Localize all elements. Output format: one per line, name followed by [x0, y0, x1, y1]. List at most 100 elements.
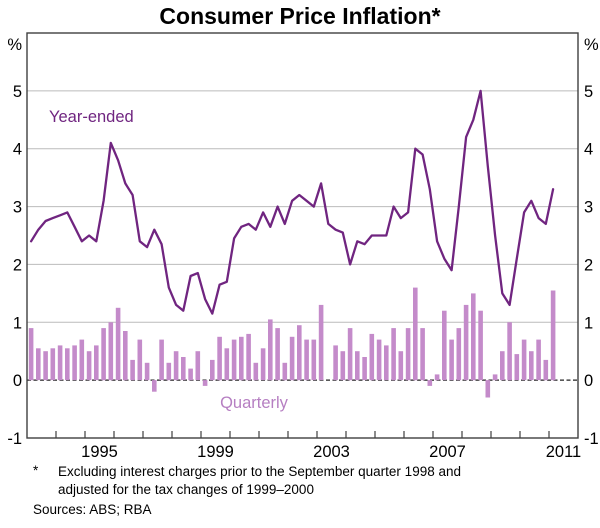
quarterly-bar — [123, 331, 128, 381]
quarterly-bar — [536, 339, 541, 381]
footnote: * Excluding interest charges prior to th… — [33, 463, 573, 499]
y-axis-label-right-4: 4 — [584, 141, 593, 159]
quarterly-bar — [405, 328, 411, 381]
quarterly-bar — [57, 345, 63, 381]
quarterly-bar — [420, 328, 425, 381]
quarterly-bar — [43, 351, 48, 381]
x-axis-label-2007: 2007 — [429, 443, 466, 461]
quarterly-bar — [202, 380, 208, 386]
quarterly-bar — [28, 328, 34, 381]
quarterly-bar — [173, 351, 179, 381]
quarterly-bar — [304, 339, 309, 381]
quarterly-bar — [463, 304, 469, 381]
y-axis-label-left-2: 2 — [13, 256, 22, 274]
x-axis-label-2003: 2003 — [313, 443, 350, 461]
y-axis-label-left-1: 1 — [13, 314, 22, 332]
quarterly-bar — [318, 304, 324, 381]
quarterly-bar — [246, 333, 251, 381]
quarterly-bar — [115, 307, 121, 381]
quarterly-bar — [94, 345, 99, 381]
quarterly-bar — [398, 351, 404, 381]
quarterly-bar — [297, 325, 302, 381]
quarterly-bar — [72, 345, 77, 381]
quarterly-bar — [166, 362, 172, 381]
quarterly-bar — [456, 328, 462, 381]
quarterly-bar — [137, 339, 143, 381]
quarterly-bar — [275, 328, 280, 381]
quarterly-bar — [478, 310, 483, 381]
quarterly-bar — [108, 322, 114, 381]
y-axis-label-left-3: 3 — [13, 199, 22, 217]
y-axis-unit-right: % — [584, 36, 599, 54]
quarterly-bar — [384, 345, 389, 381]
quarterly-bar — [210, 359, 215, 381]
quarterly-bar — [268, 319, 273, 381]
quarterly-bar — [521, 339, 527, 381]
quarterly-bar — [50, 348, 56, 381]
quarterly-bar — [195, 351, 201, 381]
quarterly-bar — [253, 362, 259, 381]
quarterly-bar — [231, 339, 237, 381]
quarterly-bar — [188, 368, 193, 381]
quarterly-bar — [130, 359, 135, 381]
quarterly-bar — [369, 333, 375, 381]
y-axis-label-right-1: 1 — [584, 314, 593, 332]
y-axis-label-right-3: 3 — [584, 199, 593, 217]
y-axis-label-right--1: -1 — [584, 430, 599, 448]
quarterly-bar — [101, 328, 106, 381]
quarterly-bar — [514, 354, 520, 381]
sources-note: Sources: ABS; RBA — [33, 502, 152, 517]
quarterly-bar — [355, 351, 360, 381]
quarterly-bar — [500, 351, 505, 381]
quarterly-bar — [333, 345, 338, 381]
quarterly-bar — [449, 339, 454, 381]
quarterly-bar — [260, 348, 266, 381]
quarterly-bar — [144, 362, 150, 381]
footnote-line-2: adjusted for the tax changes of 1999–200… — [58, 482, 314, 497]
quarterly-bar — [224, 348, 230, 381]
footnote-text: Excluding interest charges prior to the … — [58, 463, 461, 499]
footnote-line-1: Excluding interest charges prior to the … — [58, 464, 461, 479]
quarterly-bar — [217, 336, 222, 381]
quarterly-bar — [427, 380, 433, 386]
quarterly-bar — [152, 380, 157, 392]
quarterly-bar — [413, 287, 418, 381]
quarterly-bar — [442, 310, 447, 381]
quarterly-bar — [159, 339, 164, 381]
y-axis-label-left-4: 4 — [13, 141, 22, 159]
y-axis-label-left--1: -1 — [7, 430, 22, 448]
quarterly-bar — [507, 322, 512, 381]
quarterly-series-label: Quarterly — [220, 394, 288, 412]
y-axis-label-left-0: 0 — [13, 372, 22, 390]
y-axis-label-right-0: 0 — [584, 372, 593, 390]
quarterly-bar — [550, 290, 556, 381]
year-ended-line — [29, 89, 555, 315]
quarterly-bar — [65, 348, 70, 381]
chart-title: Consumer Price Inflation* — [159, 3, 441, 29]
quarterly-bar — [239, 336, 244, 381]
x-axis-label-1999: 1999 — [197, 443, 234, 461]
y-axis-label-right-5: 5 — [584, 83, 593, 101]
quarterly-bar — [181, 357, 186, 381]
x-axis-label-2011: 2011 — [546, 443, 581, 461]
quarterly-bar — [289, 336, 295, 381]
quarterly-bar — [485, 380, 491, 398]
quarterly-bar — [492, 374, 498, 381]
quarterly-bar — [391, 328, 396, 381]
quarterly-bar — [86, 351, 92, 381]
quarterly-bar — [376, 339, 382, 381]
y-axis-label-right-2: 2 — [584, 256, 593, 274]
quarterly-bar — [543, 359, 549, 381]
quarterly-bar — [311, 339, 317, 381]
quarterly-bar — [471, 293, 476, 381]
quarterly-bar — [434, 374, 440, 381]
quarterly-bar — [529, 351, 534, 381]
y-axis-unit-left: % — [7, 36, 22, 54]
quarterly-bar — [79, 339, 85, 381]
quarterly-bar — [362, 357, 367, 381]
quarterly-bar — [340, 351, 346, 381]
footnote-asterisk-marker: * — [33, 463, 39, 478]
quarterly-bar — [347, 328, 353, 381]
